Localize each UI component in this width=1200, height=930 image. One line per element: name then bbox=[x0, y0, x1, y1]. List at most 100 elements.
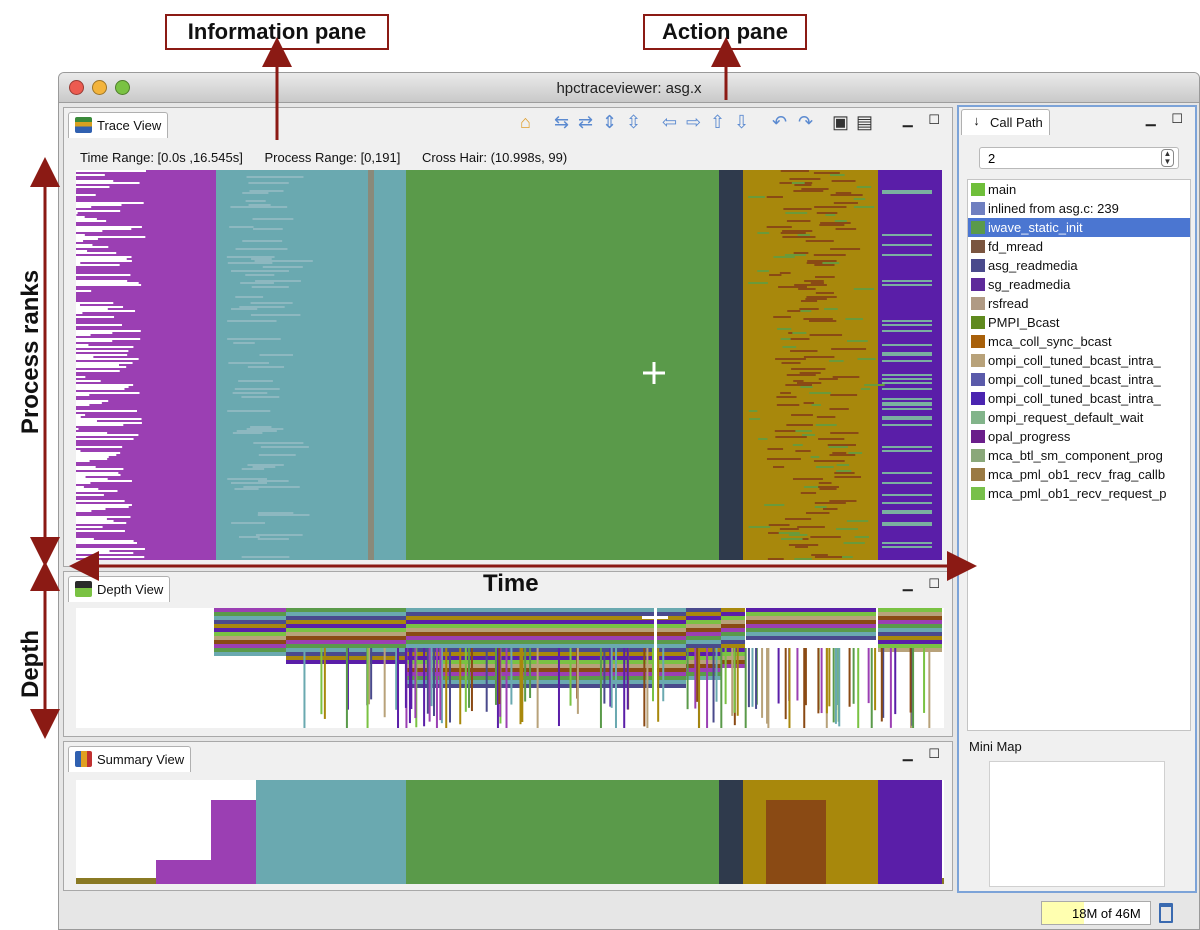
depth-spike bbox=[804, 648, 807, 706]
depth-level bbox=[878, 640, 942, 644]
call-path-item[interactable]: rsfread bbox=[968, 294, 1190, 313]
depth-view-window-buttons[interactable]: ▁ ☐ bbox=[902, 576, 946, 591]
down-arrow-icon[interactable]: ⇩ bbox=[734, 112, 750, 132]
call-path-window-buttons[interactable]: ▁ ☐ bbox=[1145, 111, 1189, 126]
trace-row-purple bbox=[114, 316, 216, 318]
trace-row-teal bbox=[229, 226, 254, 228]
trace-row-brown bbox=[819, 488, 837, 490]
trace-row-violet-mark bbox=[882, 450, 932, 452]
depth-canvas[interactable] bbox=[76, 608, 944, 728]
trace-row-brown bbox=[818, 438, 845, 440]
trace-row-purple bbox=[76, 448, 216, 450]
summary-view-window-buttons[interactable]: ▁ ☐ bbox=[902, 746, 946, 761]
trace-row-purple bbox=[85, 376, 217, 378]
trace-row-purple bbox=[139, 392, 216, 394]
expand-process-icon[interactable]: ⇕ bbox=[602, 112, 618, 132]
call-path-item[interactable]: mca_btl_sm_component_prog bbox=[968, 446, 1190, 465]
depth-level bbox=[686, 632, 721, 636]
depth-spike bbox=[408, 648, 411, 724]
depth-level bbox=[721, 608, 745, 612]
trace-view-window-buttons[interactable]: ▁ ☐ bbox=[902, 112, 946, 127]
undo-icon[interactable]: ↶ bbox=[772, 112, 788, 132]
trace-row-purple bbox=[80, 416, 216, 418]
trash-icon[interactable] bbox=[1159, 903, 1173, 923]
depth-stepper[interactable]: ▲ ▼ bbox=[1161, 149, 1174, 167]
call-path-item[interactable]: fd_mread bbox=[968, 237, 1190, 256]
shrink-process-icon[interactable]: ⇳ bbox=[626, 112, 642, 132]
depth-level bbox=[721, 628, 745, 632]
shrink-time-icon[interactable]: ⇄ bbox=[578, 112, 594, 132]
call-path-item[interactable]: ompi_coll_tuned_bcast_intra_ bbox=[968, 370, 1190, 389]
save-icon[interactable]: ▣ bbox=[832, 112, 850, 132]
depth-spike bbox=[696, 648, 699, 702]
depth-spike bbox=[440, 648, 443, 724]
depth-spike bbox=[923, 648, 926, 713]
call-path-item[interactable]: opal_progress bbox=[968, 427, 1190, 446]
trace-row-violet-mark bbox=[882, 382, 932, 384]
color-swatch bbox=[971, 373, 985, 386]
tab-call-path[interactable]: ↓ Call Path bbox=[961, 109, 1050, 135]
trace-row-olive-green bbox=[748, 410, 758, 412]
call-path-item[interactable]: ompi_request_default_wait bbox=[968, 408, 1190, 427]
open-icon[interactable]: ▤ bbox=[856, 112, 874, 132]
trace-row-brown bbox=[835, 192, 852, 194]
minimap[interactable] bbox=[989, 761, 1165, 887]
trace-row-purple bbox=[76, 348, 216, 350]
trace-canvas[interactable] bbox=[76, 170, 942, 560]
call-path-item[interactable]: ompi_coll_tuned_bcast_intra_ bbox=[968, 389, 1190, 408]
depth-spike bbox=[761, 648, 764, 718]
trace-row-olive-green bbox=[748, 282, 768, 284]
up-arrow-icon[interactable]: ⇧ bbox=[710, 112, 726, 132]
call-path-item[interactable]: main bbox=[968, 180, 1190, 199]
depth-spike bbox=[623, 648, 626, 728]
depth-level bbox=[686, 656, 721, 660]
action-toolbar: ⌂ ⇆ ⇄ ⇕ ⇳ ⇦ ⇨ ⇧ ⇩ ↶ ↷ ▣ ▤ bbox=[514, 108, 954, 138]
trace-row-purple bbox=[138, 358, 216, 360]
trace-row-olive-green bbox=[836, 528, 859, 530]
depth-spike bbox=[882, 648, 885, 718]
trace-row-violet-mark bbox=[882, 524, 932, 526]
trace-row-brown bbox=[810, 536, 841, 538]
left-arrow-icon[interactable]: ⇦ bbox=[662, 112, 678, 132]
right-arrow-icon[interactable]: ⇨ bbox=[686, 112, 702, 132]
home-icon[interactable]: ⌂ bbox=[520, 112, 531, 132]
trace-row-teal bbox=[227, 410, 271, 412]
call-path-item[interactable]: ompi_coll_tuned_bcast_intra_ bbox=[968, 351, 1190, 370]
call-path-item[interactable]: mca_pml_ob1_recv_request_p bbox=[968, 484, 1190, 503]
depth-spike bbox=[867, 648, 870, 704]
trace-row-purple bbox=[76, 532, 216, 534]
depth-chart bbox=[214, 608, 942, 728]
trace-row-brown bbox=[775, 436, 807, 438]
trace-row-violet-mark bbox=[882, 418, 932, 420]
call-path-item[interactable]: asg_readmedia bbox=[968, 256, 1190, 275]
trace-row-teal bbox=[247, 464, 284, 466]
zoom-window-button[interactable] bbox=[115, 80, 130, 95]
call-path-item[interactable]: iwave_static_init bbox=[968, 218, 1190, 237]
trace-row-teal bbox=[233, 342, 255, 344]
expand-time-icon[interactable]: ⇆ bbox=[554, 112, 570, 132]
redo-icon[interactable]: ↷ bbox=[798, 112, 814, 132]
depth-level bbox=[214, 648, 286, 652]
depth-spike bbox=[825, 648, 828, 714]
call-path-item[interactable]: PMPI_Bcast bbox=[968, 313, 1190, 332]
call-path-item[interactable]: sg_readmedia bbox=[968, 275, 1190, 294]
minimize-window-button[interactable] bbox=[92, 80, 107, 95]
tab-summary-view[interactable]: Summary View bbox=[68, 746, 192, 772]
trace-row-brown bbox=[805, 512, 830, 514]
depth-spike bbox=[383, 648, 386, 718]
trace-row-purple bbox=[76, 440, 216, 442]
trace-row-purple bbox=[76, 268, 216, 270]
call-path-item[interactable]: mca_coll_sync_bcast bbox=[968, 332, 1190, 351]
tab-depth-view[interactable]: Depth View bbox=[68, 576, 171, 602]
trace-row-brown bbox=[800, 300, 818, 302]
call-path-item[interactable]: inlined from asg.c: 239 bbox=[968, 199, 1190, 218]
trace-row-purple bbox=[76, 408, 216, 410]
tab-trace-view[interactable]: Trace View bbox=[68, 112, 169, 138]
trace-row-teal bbox=[240, 282, 274, 284]
close-window-button[interactable] bbox=[69, 80, 84, 95]
depth-input[interactable]: 2 ▲ ▼ bbox=[979, 147, 1179, 169]
trace-row-purple bbox=[76, 200, 216, 202]
depth-spike bbox=[657, 648, 660, 722]
color-swatch bbox=[971, 316, 985, 329]
call-path-item[interactable]: mca_pml_ob1_recv_frag_callb bbox=[968, 465, 1190, 484]
